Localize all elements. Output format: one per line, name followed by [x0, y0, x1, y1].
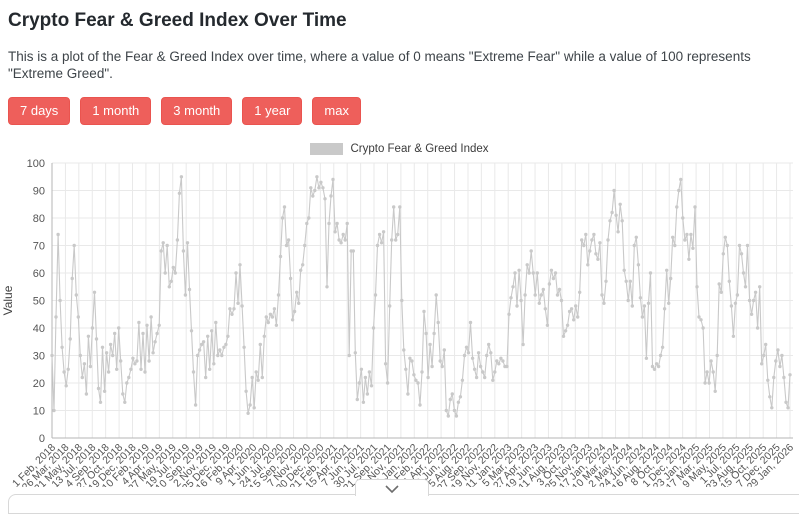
svg-text:80: 80	[33, 213, 45, 225]
page-title: Crypto Fear & Greed Index Over Time	[8, 10, 347, 31]
range-button-7-days[interactable]: 7 days	[8, 97, 71, 125]
svg-text:30: 30	[33, 351, 45, 363]
svg-text:40: 40	[33, 323, 45, 335]
chevron-down-icon	[385, 485, 399, 494]
legend-swatch	[310, 143, 344, 155]
svg-text:20: 20	[33, 378, 45, 390]
svg-text:70: 70	[33, 241, 45, 253]
legend-label: Crypto Fear & Greed Index	[350, 143, 489, 155]
svg-text:50: 50	[33, 296, 45, 308]
page: { "page": { "title": "Crypto Fear & Gree…	[0, 10, 799, 514]
svg-text:90: 90	[33, 186, 45, 198]
legend-item[interactable]: Crypto Fear & Greed Index	[0, 143, 799, 155]
bottom-panel-edge	[8, 494, 799, 514]
svg-text:Value: Value	[1, 285, 15, 315]
range-button-max[interactable]: max	[312, 97, 361, 125]
page-description: This is a plot of the Fear & Greed Index…	[8, 49, 751, 81]
range-button-1-month[interactable]: 1 month	[80, 97, 152, 125]
expander-toggle[interactable]	[355, 479, 429, 496]
range-button-1-year[interactable]: 1 year	[242, 97, 303, 125]
svg-text:60: 60	[33, 268, 45, 280]
svg-text:100: 100	[27, 158, 45, 170]
range-button-row: 7 days 1 month 3 month 1 year max	[8, 97, 791, 125]
range-button-3-month[interactable]: 3 month	[161, 97, 233, 125]
svg-text:10: 10	[33, 406, 45, 418]
fear-greed-chart: Crypto Fear & Greed Index 0 10 20 30 40 50 60 7…	[0, 135, 799, 487]
svg-text:0: 0	[39, 433, 45, 445]
